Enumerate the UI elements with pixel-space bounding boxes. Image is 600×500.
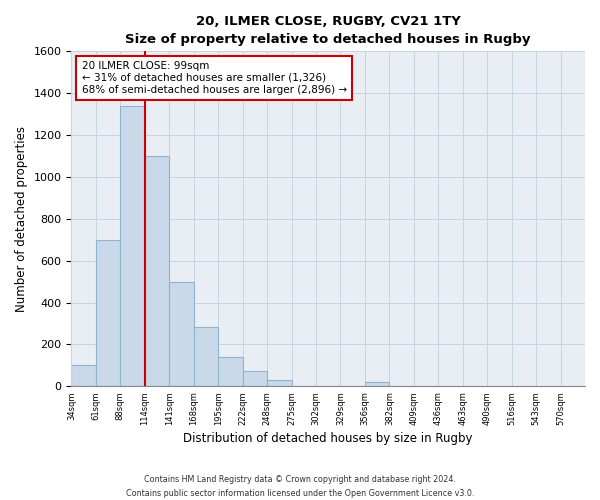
Bar bbox=[169, 282, 194, 387]
Text: 20 ILMER CLOSE: 99sqm
← 31% of detached houses are smaller (1,326)
68% of semi-d: 20 ILMER CLOSE: 99sqm ← 31% of detached … bbox=[82, 62, 347, 94]
Y-axis label: Number of detached properties: Number of detached properties bbox=[15, 126, 28, 312]
Bar bbox=[218, 357, 242, 386]
Bar bbox=[71, 366, 96, 386]
Bar bbox=[194, 326, 218, 386]
Bar bbox=[242, 370, 267, 386]
Title: 20, ILMER CLOSE, RUGBY, CV21 1TY
Size of property relative to detached houses in: 20, ILMER CLOSE, RUGBY, CV21 1TY Size of… bbox=[125, 15, 531, 46]
Bar bbox=[145, 156, 169, 386]
Bar bbox=[96, 240, 121, 386]
Bar bbox=[267, 380, 292, 386]
Bar bbox=[365, 382, 389, 386]
Text: Contains HM Land Registry data © Crown copyright and database right 2024.
Contai: Contains HM Land Registry data © Crown c… bbox=[126, 476, 474, 498]
Bar bbox=[121, 106, 145, 386]
X-axis label: Distribution of detached houses by size in Rugby: Distribution of detached houses by size … bbox=[184, 432, 473, 445]
